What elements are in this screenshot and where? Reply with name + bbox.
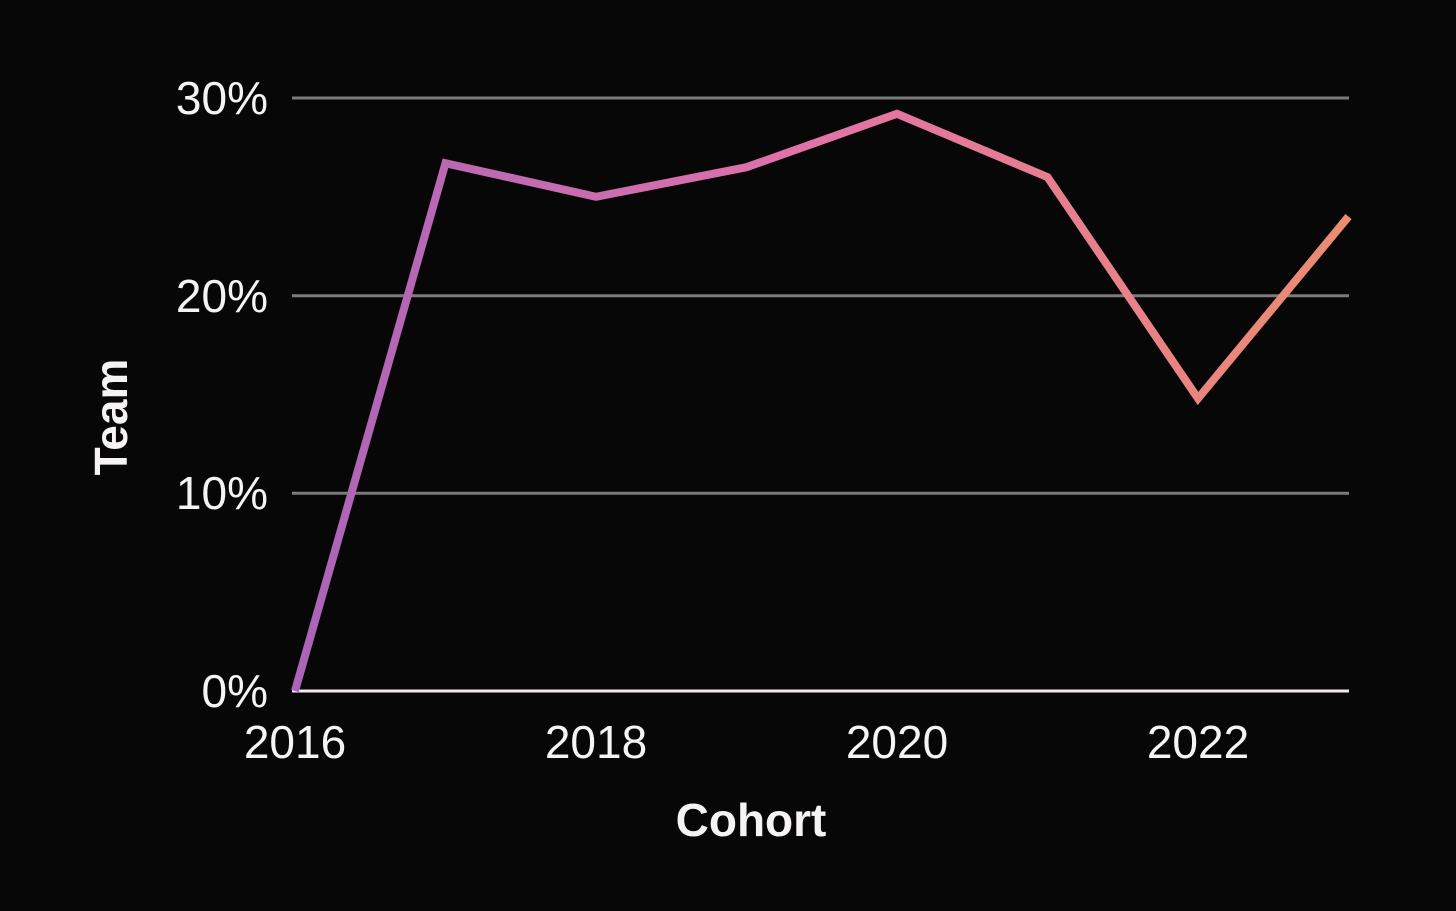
x-axis-title: Cohort bbox=[675, 794, 827, 846]
x-tick-label: 2016 bbox=[243, 716, 347, 768]
y-tick-label: 30% bbox=[175, 72, 268, 124]
series-line bbox=[291, 109, 1352, 693]
y-tick-label: 0% bbox=[201, 665, 268, 717]
y-tick-label: 20% bbox=[175, 269, 268, 322]
x-tick-label: 2022 bbox=[1146, 716, 1250, 768]
x-tick-label: 2018 bbox=[544, 716, 648, 768]
y-tick-label: 10% bbox=[175, 467, 268, 520]
y-axis-title: Team bbox=[85, 358, 137, 476]
gridlines bbox=[292, 96, 1349, 693]
x-tick-label: 2020 bbox=[845, 716, 949, 768]
